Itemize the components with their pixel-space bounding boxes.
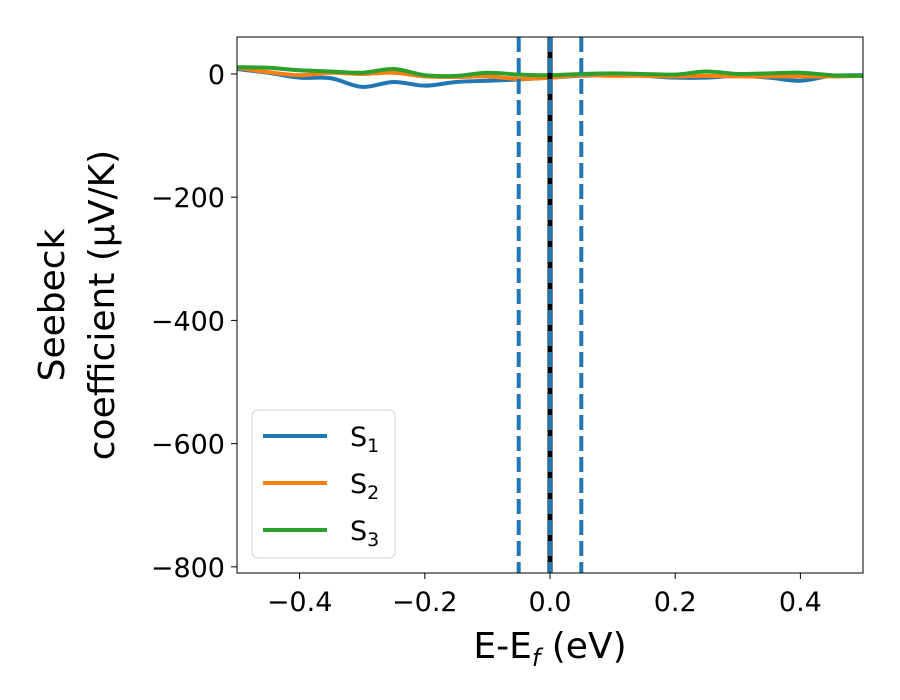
x-axis-label: E-Ef (eV) bbox=[473, 626, 626, 672]
y-tick-label-4: −600 bbox=[151, 430, 225, 461]
y-axis: 0 −200 −400 −600 −800 bbox=[151, 60, 237, 584]
x-tick-label-5: 0.4 bbox=[779, 587, 822, 618]
legend-label-1: S1 bbox=[350, 422, 379, 457]
y-tick-label-5: −800 bbox=[151, 553, 225, 584]
vline-layer bbox=[516, 37, 584, 573]
y-axis-label-group: Seebeck coefficient (μV/K) bbox=[32, 150, 123, 460]
x-tick-label-1: −0.4 bbox=[267, 587, 333, 618]
legend-label-2: S2 bbox=[350, 469, 379, 504]
x-tick-label-2: −0.2 bbox=[392, 587, 458, 618]
legend-label-3: S3 bbox=[350, 516, 379, 551]
x-axis: −0.4 −0.2 0.0 0.2 0.4 bbox=[267, 573, 822, 618]
y-tick-label-3: −400 bbox=[151, 306, 225, 337]
x-tick-label-3: 0.0 bbox=[529, 587, 572, 618]
y-tick-label-2: −200 bbox=[151, 183, 225, 214]
x-tick-label-4: 0.2 bbox=[654, 587, 697, 618]
y-tick-label-1: 0 bbox=[208, 60, 225, 91]
y-axis-label-line1: Seebeck bbox=[32, 228, 73, 381]
legend: S1 S2 S3 bbox=[251, 409, 396, 559]
y-axis-label-line2: coefficient (μV/K) bbox=[82, 150, 123, 460]
